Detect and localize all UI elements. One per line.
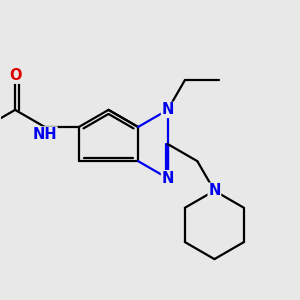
Text: O: O [9,68,21,83]
Text: N: N [161,102,174,117]
Text: N: N [161,171,174,186]
Text: N: N [208,183,220,198]
Text: NH: NH [32,127,57,142]
